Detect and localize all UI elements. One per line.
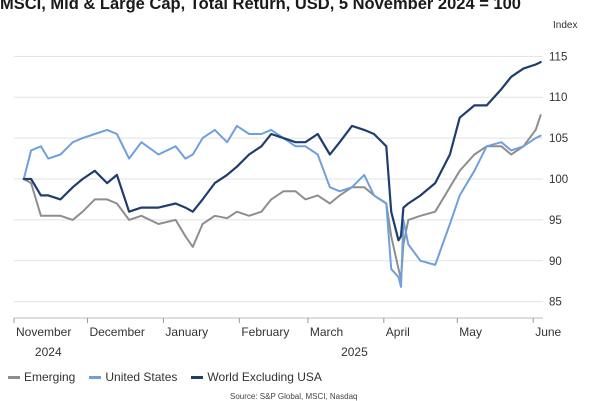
y-axis: 85 90 95 100 105 110 115 [549, 51, 568, 308]
source-note: Source: S&P Global, MSCI, Nasdaq [230, 392, 358, 401]
x-tick-label: March [310, 325, 343, 339]
series-line-world-excluding-usa [22, 60, 542, 242]
y-axis-label: Index [553, 20, 577, 31]
y-tick-label: 105 [549, 133, 568, 145]
legend: Emerging United States World Excluding U… [8, 370, 322, 384]
chart-title: MSCI, Mid & Large Cap, Total Return, USD… [0, 0, 521, 13]
y-tick-label: 115 [549, 51, 567, 63]
x-tick-label: April [386, 325, 410, 339]
y-tick-label: 100 [549, 174, 568, 186]
legend-label-world-ex-usa: World Excluding USA [207, 370, 322, 384]
legend-swatch-world-ex-usa [191, 375, 204, 379]
year-label: 2025 [341, 345, 368, 359]
y-tick-label: 90 [549, 256, 562, 268]
x-tick-label: May [459, 325, 482, 339]
x-tick-label: December [89, 325, 144, 339]
series-lines [22, 60, 542, 288]
legend-swatch-united-states [89, 375, 102, 379]
y-tick-label: 95 [549, 215, 562, 227]
legend-item-world-ex-usa: World Excluding USA [191, 370, 322, 384]
x-tick-label: June [535, 325, 561, 339]
legend-label-united-states: United States [105, 370, 178, 384]
grid-lines [14, 55, 543, 303]
legend-item-united-states: United States [89, 370, 177, 384]
year-label: 2024 [35, 345, 62, 359]
legend-label-emerging: Emerging [24, 370, 76, 384]
x-axis: November December January February March Apri… [13, 317, 562, 359]
legend-item-emerging: Emerging [8, 370, 75, 384]
y-tick-label: 85 [549, 297, 562, 309]
series-line-emerging [22, 114, 542, 280]
x-tick-label: January [165, 325, 208, 339]
legend-swatch-emerging [8, 375, 20, 379]
x-tick-label: February [241, 325, 289, 339]
y-tick-label: 110 [549, 92, 567, 104]
series-line-united-states [22, 124, 542, 288]
x-tick-label: November [16, 325, 71, 339]
